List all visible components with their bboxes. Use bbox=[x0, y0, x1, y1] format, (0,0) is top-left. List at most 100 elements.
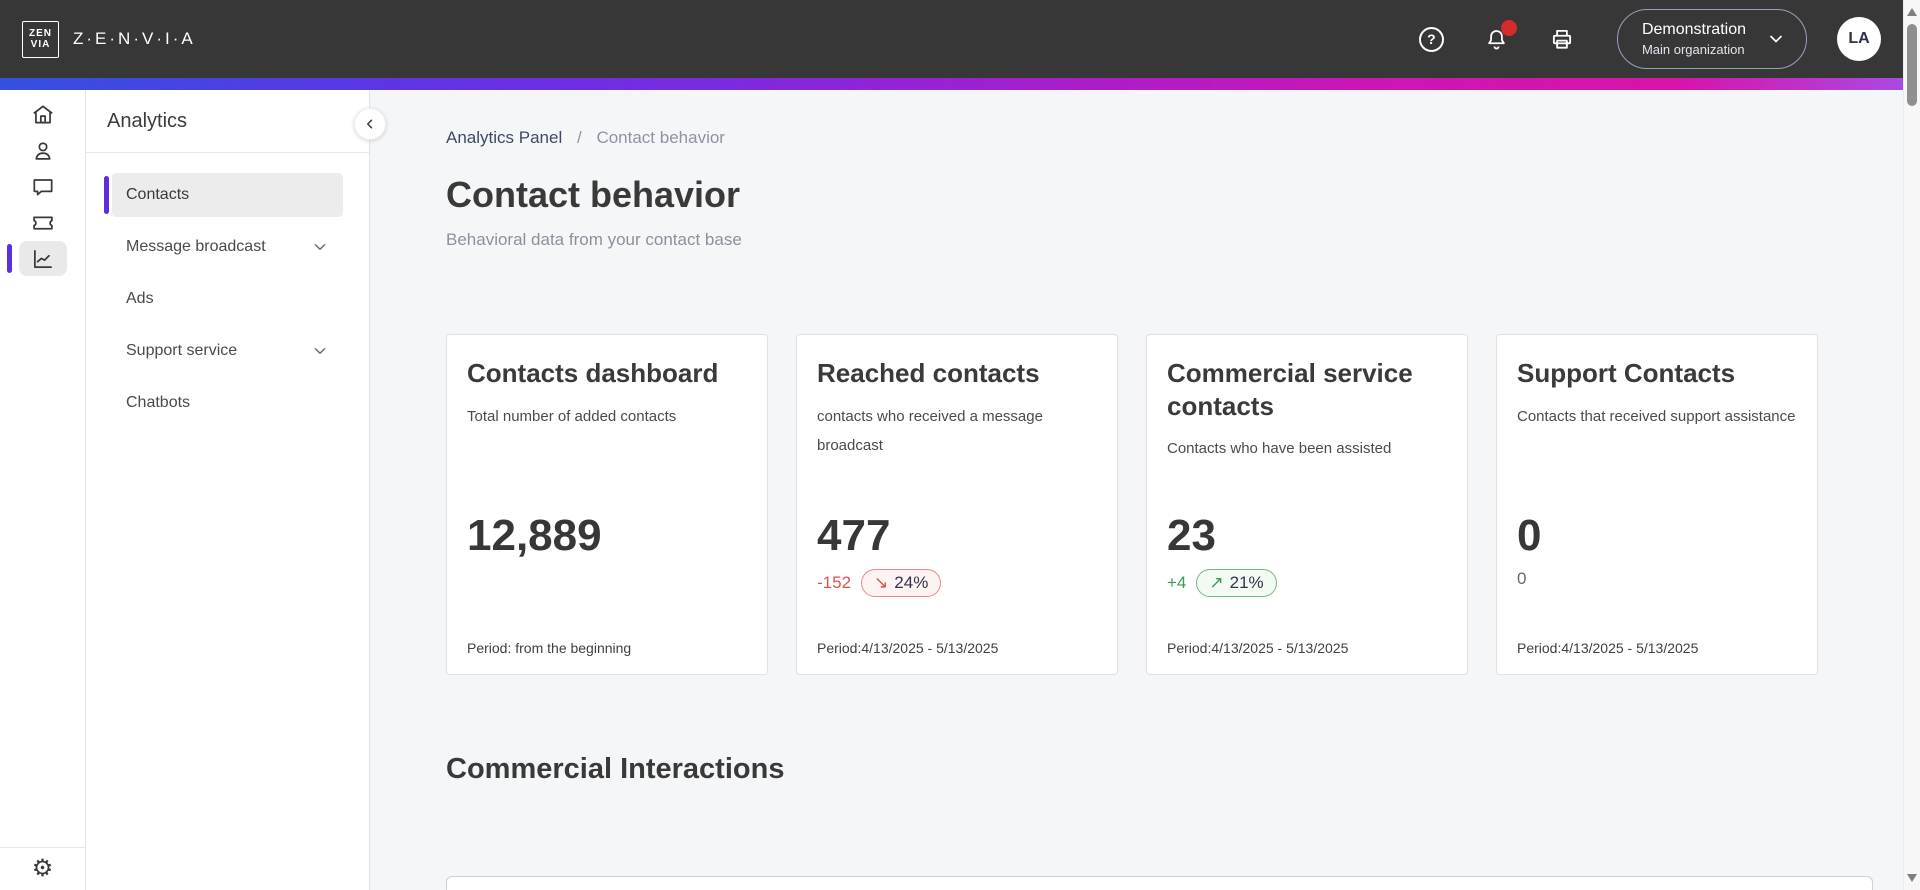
top-bar: ZEN VIA Z·E·N·V·I·A ? bbox=[0, 0, 1903, 78]
chevron-down-icon bbox=[314, 348, 326, 354]
sidebar-item-contacts[interactable]: Contacts bbox=[104, 173, 343, 217]
sidebar-item-ads[interactable]: Ads bbox=[112, 277, 343, 321]
brand-gradient-bar bbox=[0, 78, 1903, 90]
rail-bottom-section: ⚙ bbox=[0, 847, 85, 890]
card-reached-contacts: Reached contacts contacts who received a… bbox=[796, 334, 1118, 675]
nav-rail: ⚙ bbox=[0, 90, 86, 890]
card-description: Contacts who have been assisted bbox=[1167, 440, 1392, 457]
delta-value: 0 bbox=[1517, 569, 1527, 588]
sidebar-item-label: Ads bbox=[126, 290, 154, 307]
card-title: Contacts dashboard bbox=[467, 358, 719, 388]
card-description: contacts who received a message broadcas… bbox=[817, 407, 1043, 454]
organization-name: Demonstration bbox=[1641, 21, 1746, 39]
notifications-button[interactable] bbox=[1484, 19, 1517, 52]
card-delta-row: 0 bbox=[1517, 569, 1526, 589]
trend-badge-up: ↗ 21% bbox=[1196, 569, 1277, 597]
scrollbar-down-arrow[interactable] bbox=[1907, 874, 1917, 882]
card-period: Period: from the beginning bbox=[467, 640, 632, 656]
rail-item-conversations[interactable] bbox=[19, 169, 67, 204]
sidebar-item-label: Support service bbox=[126, 342, 238, 359]
card-support-contacts: Support Contacts Contacts that received … bbox=[1496, 334, 1818, 675]
card-title: Reached contacts bbox=[817, 358, 1040, 388]
trend-up-icon: ↗ bbox=[1209, 573, 1224, 592]
card-title: Support Contacts bbox=[1517, 358, 1736, 388]
breadcrumb-separator: / bbox=[576, 128, 582, 147]
card-description: Total number of added contacts bbox=[467, 407, 677, 425]
help-icon[interactable]: ? bbox=[1418, 26, 1444, 52]
breadcrumb: Analytics Panel / Contact behavior bbox=[446, 128, 1903, 148]
trend-down-icon: ↘ bbox=[874, 573, 889, 592]
chat-bubble-icon bbox=[32, 178, 53, 195]
avatar-initials: LA bbox=[1848, 30, 1870, 47]
topbar-actions: ? bbox=[1418, 19, 1575, 52]
delta-value: -152 bbox=[817, 573, 852, 592]
card-value: 0 bbox=[1517, 511, 1542, 560]
card-commercial-service-contacts: Commercial service contacts Contacts who… bbox=[1146, 334, 1468, 675]
sidebar-item-message-broadcast[interactable]: Message broadcast bbox=[112, 225, 343, 269]
card-delta-row: -152 ↘ 24% bbox=[817, 569, 942, 597]
sidebar-item-label: Chatbots bbox=[126, 394, 191, 411]
home-icon bbox=[32, 104, 53, 123]
analytics-sidebar: Analytics Contacts Message broadcast Ads… bbox=[86, 90, 370, 890]
sidebar-item-label: Message broadcast bbox=[126, 238, 266, 255]
scrollbar-up-arrow[interactable] bbox=[1907, 8, 1917, 16]
rail-item-contacts[interactable] bbox=[19, 133, 67, 168]
metric-cards-row: Contacts dashboard Total number of added… bbox=[446, 334, 1903, 675]
printer-icon bbox=[1552, 29, 1571, 49]
trend-percent: 21% bbox=[1229, 573, 1264, 592]
page-scrollbar[interactable] bbox=[1903, 0, 1920, 890]
sidebar-menu: Contacts Message broadcast Ads Support s… bbox=[86, 153, 369, 425]
sidebar-item-support-service[interactable]: Support service bbox=[112, 329, 343, 373]
card-period: Period:4/13/2025 - 5/13/2025 bbox=[1517, 640, 1699, 656]
delta-value: +4 bbox=[1167, 573, 1187, 592]
ticket-icon bbox=[32, 216, 53, 230]
page-subtitle: Behavioral data from your contact base bbox=[446, 230, 742, 249]
scrollbar-thumb[interactable] bbox=[1907, 24, 1917, 106]
sidebar-item-label: Contacts bbox=[126, 186, 190, 203]
card-description: Contacts that received support assistanc… bbox=[1517, 407, 1796, 425]
card-value: 23 bbox=[1167, 511, 1216, 560]
breadcrumb-analytics-panel[interactable]: Analytics Panel bbox=[446, 128, 563, 147]
user-avatar[interactable]: LA bbox=[1837, 17, 1881, 61]
card-contacts-dashboard: Contacts dashboard Total number of added… bbox=[446, 334, 768, 675]
sidebar-title: Analytics bbox=[107, 110, 188, 132]
brand-wordmark: Z·E·N·V·I·A bbox=[73, 29, 196, 48]
organization-texts: Demonstration Main organization bbox=[1642, 19, 1746, 58]
bell-icon bbox=[1488, 29, 1505, 49]
organization-switcher[interactable]: Demonstration Main organization bbox=[1616, 9, 1807, 69]
page-title: Contact behavior bbox=[446, 174, 741, 215]
logo-text-top: ZEN bbox=[29, 27, 52, 39]
chevron-down-icon bbox=[1770, 35, 1782, 43]
trend-percent: 24% bbox=[894, 573, 929, 592]
settings-gear-icon[interactable]: ⚙ bbox=[31, 855, 54, 882]
main-content: Analytics Panel / Contact behavior Conta… bbox=[370, 90, 1903, 890]
card-delta-row: +4 ↗ 21% bbox=[1167, 569, 1277, 597]
commercial-interactions-card-partial bbox=[446, 876, 1873, 890]
help-glyph: ? bbox=[1427, 31, 1436, 47]
chevron-left-icon bbox=[367, 119, 373, 129]
sidebar-divider bbox=[86, 152, 369, 153]
chevron-down-icon bbox=[314, 244, 326, 250]
person-icon bbox=[34, 141, 51, 160]
print-button[interactable] bbox=[1549, 26, 1575, 52]
card-period: Period:4/13/2025 - 5/13/2025 bbox=[817, 640, 999, 656]
breadcrumb-current: Contact behavior bbox=[596, 128, 725, 147]
nav-rail-items bbox=[0, 90, 85, 277]
sidebar-item-chatbots[interactable]: Chatbots bbox=[112, 381, 343, 425]
card-value: 12,889 bbox=[467, 511, 602, 560]
notification-badge-dot bbox=[1500, 19, 1517, 36]
line-chart-icon bbox=[33, 249, 52, 268]
section-title-commercial-interactions: Commercial Interactions bbox=[446, 753, 785, 785]
sidebar-collapse-button[interactable] bbox=[354, 108, 386, 140]
logo-text-bottom: VIA bbox=[30, 39, 51, 50]
rail-item-analytics[interactable] bbox=[6, 241, 67, 276]
zenvia-logo-icon: ZEN VIA bbox=[22, 20, 59, 58]
rail-item-home[interactable] bbox=[19, 97, 67, 132]
card-value: 477 bbox=[817, 511, 891, 560]
rail-item-tickets[interactable] bbox=[19, 205, 67, 240]
card-title: Commercial service contacts bbox=[1167, 358, 1413, 421]
card-period: Period:4/13/2025 - 5/13/2025 bbox=[1167, 640, 1349, 656]
organization-subtitle: Main organization bbox=[1641, 42, 1745, 58]
trend-badge-down: ↘ 24% bbox=[861, 569, 942, 597]
